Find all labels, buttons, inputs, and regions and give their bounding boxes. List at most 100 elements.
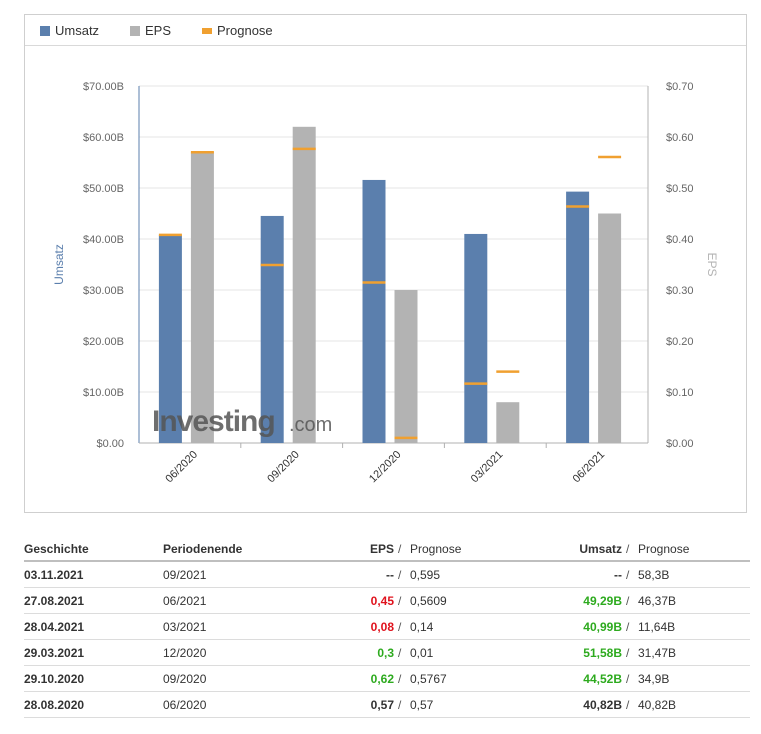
- legend-item-umsatz[interactable]: Umsatz: [40, 23, 99, 38]
- x-tick-label: 09/2020: [265, 449, 302, 486]
- row-revenue-separator: /: [626, 698, 630, 712]
- header-revenue[interactable]: Umsatz: [579, 542, 622, 556]
- left-tick-label: $20.00B: [83, 336, 124, 348]
- header-history[interactable]: Geschichte: [24, 542, 89, 556]
- left-tick-label: $60.00B: [83, 132, 124, 144]
- left-tick-label: $10.00B: [83, 387, 124, 399]
- row-revenue-separator: /: [626, 568, 630, 582]
- bar-eps: [292, 126, 316, 444]
- row-period: 12/2020: [163, 646, 207, 660]
- row-period: 06/2021: [163, 594, 207, 608]
- row-date: 03.11.2021: [24, 568, 84, 582]
- row-eps-separator: /: [398, 698, 402, 712]
- legend-label-prognose: Prognose: [217, 23, 273, 38]
- earnings-table: Geschichte Periodenende EPS / Prognose U…: [24, 536, 750, 718]
- table-row: 28.08.2020 06/2020 0,57 / 0,57 40,82B / 40,82B: [24, 692, 750, 718]
- row-eps-forecast: 0,5609: [410, 594, 447, 608]
- row-revenue-forecast: 58,3B: [638, 568, 670, 582]
- legend-item-prognose[interactable]: Prognose: [202, 23, 273, 38]
- right-tick-label: $0.70: [666, 81, 694, 93]
- row-date: 27.08.2021: [24, 594, 85, 608]
- row-eps-forecast: 0,57: [410, 698, 434, 712]
- bar-umsatz: [464, 233, 488, 443]
- bar-umsatz: [260, 215, 284, 443]
- header-eps[interactable]: EPS: [369, 542, 394, 556]
- right-tick-label: $0.00: [666, 438, 694, 450]
- bar-eps: [598, 213, 622, 443]
- row-period: 06/2020: [163, 698, 207, 712]
- row-revenue-separator: /: [626, 620, 630, 634]
- row-revenue-separator: /: [626, 594, 630, 608]
- table-row: 03.11.2021 09/2021 -- / 0,595 -- / 58,3B: [24, 562, 750, 588]
- row-eps-forecast: 0,14: [410, 620, 434, 634]
- right-tick-label: $0.30: [666, 285, 694, 297]
- header-revenue-separator: /: [626, 542, 630, 556]
- left-axis-title: Umsatz: [52, 244, 66, 285]
- x-tick-label: 12/2020: [367, 449, 404, 486]
- row-eps-separator: /: [398, 568, 402, 582]
- row-eps-actual: 0,3: [377, 646, 394, 660]
- row-revenue-forecast: 34,9B: [638, 672, 670, 686]
- row-revenue-forecast: 11,64B: [638, 620, 676, 634]
- row-eps-actual: 0,57: [370, 698, 394, 712]
- row-revenue-separator: /: [626, 646, 630, 660]
- right-tick-label: $0.10: [666, 387, 694, 399]
- row-eps-separator: /: [398, 594, 402, 608]
- left-tick-label: $0.00: [96, 438, 124, 450]
- row-eps-separator: /: [398, 672, 402, 686]
- row-revenue-actual: 40,99B: [583, 620, 622, 634]
- row-date: 29.10.2020: [24, 672, 85, 686]
- table-row: 29.03.2021 12/2020 0,3 / 0,01 51,58B / 31,47B: [24, 640, 750, 666]
- row-eps-actual: --: [386, 568, 394, 582]
- bar-eps: [394, 290, 418, 443]
- table-body: 03.11.2021 09/2021 -- / 0,595 -- / 58,3B 27.08.2…: [24, 562, 750, 718]
- legend-swatch-eps: [130, 25, 140, 36]
- table-row: 28.04.2021 03/2021 0,08 / 0,14 40,99B / 11,64B: [24, 614, 750, 640]
- left-tick-label: $70.00B: [83, 81, 124, 93]
- header-period-end[interactable]: Periodenende: [163, 542, 243, 556]
- row-revenue-separator: /: [626, 672, 630, 686]
- left-tick-label: $30.00B: [83, 285, 124, 297]
- row-eps-forecast: 0,5767: [410, 672, 447, 686]
- row-revenue-actual: 40,82B: [583, 698, 622, 712]
- row-revenue-actual: 51,58B: [583, 646, 622, 660]
- row-eps-separator: /: [398, 646, 402, 660]
- legend-swatch-umsatz: [40, 25, 50, 36]
- row-revenue-actual: --: [614, 568, 622, 582]
- row-period: 03/2021: [163, 620, 207, 634]
- watermark-domain: .com: [289, 414, 332, 436]
- row-eps-actual: 0,62: [370, 672, 394, 686]
- header-revenue-forecast[interactable]: Prognose: [638, 542, 690, 556]
- left-tick-label: $40.00B: [83, 234, 124, 246]
- row-eps-actual: 0,45: [370, 594, 394, 608]
- x-tick-label: 06/2021: [571, 449, 608, 486]
- table-header-row: Geschichte Periodenende EPS / Prognose U…: [24, 536, 750, 562]
- header-eps-separator: /: [398, 542, 402, 556]
- legend-label-eps: EPS: [145, 23, 172, 38]
- table-row: 29.10.2020 09/2020 0,62 / 0,5767 44,52B / 34,9B: [24, 666, 750, 692]
- right-tick-label: $0.20: [666, 336, 694, 348]
- x-tick-label: 06/2020: [163, 449, 200, 486]
- right-axis-title: EPS: [705, 252, 719, 276]
- table-row: 27.08.2021 06/2021 0,45 / 0,5609 49,29B / 46,37…: [24, 588, 750, 614]
- row-date: 29.03.2021: [24, 646, 85, 660]
- x-tick-label: 03/2021: [469, 449, 506, 486]
- legend-item-eps[interactable]: EPS: [130, 23, 171, 38]
- row-revenue-actual: 49,29B: [583, 594, 622, 608]
- row-revenue-forecast: 40,82B: [638, 698, 677, 712]
- chart-panel: Umsatz EPS Prognose $0.00 $10.00B $20.00B $…: [24, 14, 747, 513]
- watermark-logo: Investing: [152, 405, 275, 438]
- row-eps-forecast: 0,595: [410, 568, 441, 582]
- right-tick-label: $0.50: [666, 183, 694, 195]
- row-revenue-actual: 44,52B: [583, 672, 622, 686]
- bar-eps: [190, 152, 214, 444]
- row-date: 28.04.2021: [24, 620, 85, 634]
- header-eps-forecast[interactable]: Prognose: [410, 542, 462, 556]
- bar-umsatz: [158, 234, 182, 443]
- chart-legend: Umsatz EPS Prognose: [25, 15, 746, 46]
- bar-eps: [496, 402, 520, 443]
- legend-swatch-prognose: [202, 27, 212, 34]
- row-date: 28.08.2020: [24, 698, 85, 712]
- bar-umsatz: [566, 191, 590, 443]
- row-revenue-forecast: 46,37B: [638, 594, 677, 608]
